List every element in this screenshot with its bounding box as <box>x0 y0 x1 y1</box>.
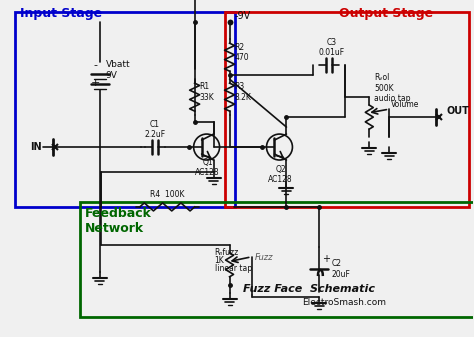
Text: Input Stage: Input Stage <box>20 7 102 20</box>
Text: R2
470: R2 470 <box>235 42 249 62</box>
Text: Fuzz Face  Schematic: Fuzz Face Schematic <box>244 284 375 294</box>
Text: Volume: Volume <box>391 100 419 109</box>
Text: Feedback
Network: Feedback Network <box>85 207 152 235</box>
Text: IN: IN <box>30 142 42 152</box>
Text: C2
20uF: C2 20uF <box>331 259 350 278</box>
Text: R3
8.2K: R3 8.2K <box>235 83 251 102</box>
Text: Rᵥol
500K
audio tap: Rᵥol 500K audio tap <box>374 73 411 103</box>
Text: C3
0.01uF: C3 0.01uF <box>319 38 345 57</box>
Text: -: - <box>94 60 98 70</box>
Text: +: + <box>91 78 100 88</box>
Text: linear tap: linear tap <box>215 264 252 273</box>
Text: R1
33K: R1 33K <box>200 83 214 102</box>
Text: Q1
AC128: Q1 AC128 <box>195 158 220 177</box>
Text: Vbatt
9V: Vbatt 9V <box>106 60 130 80</box>
Text: 1K: 1K <box>215 256 224 265</box>
Text: ElectroSmash.com: ElectroSmash.com <box>302 298 386 307</box>
Text: OUT: OUT <box>446 106 469 116</box>
Text: -9V: -9V <box>235 11 251 21</box>
Text: C1
2.2uF: C1 2.2uF <box>144 120 165 139</box>
Text: Output Stage: Output Stage <box>339 7 434 20</box>
Text: Q2
AC128: Q2 AC128 <box>268 164 293 184</box>
Text: Fuzz: Fuzz <box>255 253 273 262</box>
Text: +: + <box>322 254 330 264</box>
Text: R4  100K: R4 100K <box>150 190 184 199</box>
Text: Rₙfuzz: Rₙfuzz <box>215 248 239 257</box>
